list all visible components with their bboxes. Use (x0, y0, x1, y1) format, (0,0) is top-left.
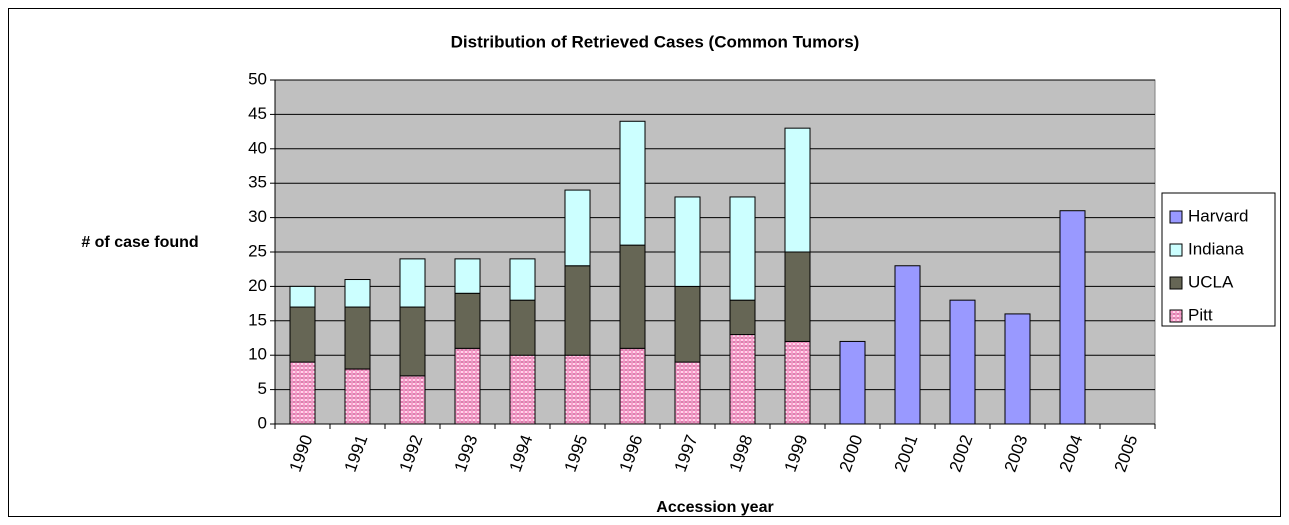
y-tick-label: 35 (248, 173, 267, 192)
legend-label: UCLA (1188, 272, 1234, 291)
bar-segment (289, 361, 316, 425)
y-tick-label: 45 (248, 104, 267, 123)
bar-segment (289, 306, 316, 363)
bar-segment (784, 251, 811, 342)
legend-swatch (1169, 243, 1183, 257)
y-tick-label: 5 (258, 379, 267, 398)
bar-segment (509, 299, 536, 356)
bar-segment (784, 127, 811, 253)
y-tick-label: 30 (248, 207, 267, 226)
y-tick-label: 50 (248, 69, 267, 88)
legend-swatch (1169, 276, 1183, 290)
x-axis-label: Accession year (656, 499, 773, 516)
bar-segment (949, 299, 976, 425)
bar-segment (454, 258, 481, 294)
bar-segment (344, 368, 371, 425)
y-tick-label: 15 (248, 310, 267, 329)
bar-segment (289, 285, 316, 308)
bar-segment (399, 258, 426, 308)
bar-segment (894, 265, 921, 425)
bar-segment (674, 285, 701, 363)
bar-segment (399, 306, 426, 377)
bar-segment (454, 347, 481, 425)
y-tick-label: 40 (248, 138, 267, 157)
legend-label: Pitt (1188, 305, 1213, 324)
bar-segment (564, 265, 591, 356)
y-tick-label: 25 (248, 241, 267, 260)
chart-title: Distribution of Retrieved Cases (Common … (451, 32, 860, 51)
bar-segment (619, 347, 646, 425)
bar-segment (564, 354, 591, 425)
bar-segment (509, 258, 536, 301)
bar-segment (729, 196, 756, 301)
bar-segment (674, 361, 701, 425)
bar-segment (729, 334, 756, 425)
y-tick-label: 20 (248, 276, 267, 295)
bar-segment (454, 292, 481, 349)
y-axis-label: # of case found (81, 234, 198, 251)
bar-segment (1004, 313, 1031, 425)
y-tick-label: 10 (248, 345, 267, 364)
bar-segment (839, 340, 866, 425)
legend-label: Harvard (1188, 206, 1248, 225)
legend-swatch (1169, 309, 1183, 323)
legend-label: Indiana (1188, 239, 1244, 258)
bar-segment (344, 306, 371, 370)
legend-swatch (1169, 210, 1183, 224)
bar-segment (344, 279, 371, 308)
bar-segment (619, 244, 646, 349)
bar-segment (674, 196, 701, 287)
bar-segment (509, 354, 536, 425)
bar-segment (399, 375, 426, 425)
bar-segment (1059, 210, 1086, 425)
bar-segment (784, 340, 811, 425)
y-tick-label: 0 (258, 413, 267, 432)
bar-segment (564, 189, 591, 267)
bar-segment (729, 299, 756, 336)
bar-segment (619, 120, 646, 246)
